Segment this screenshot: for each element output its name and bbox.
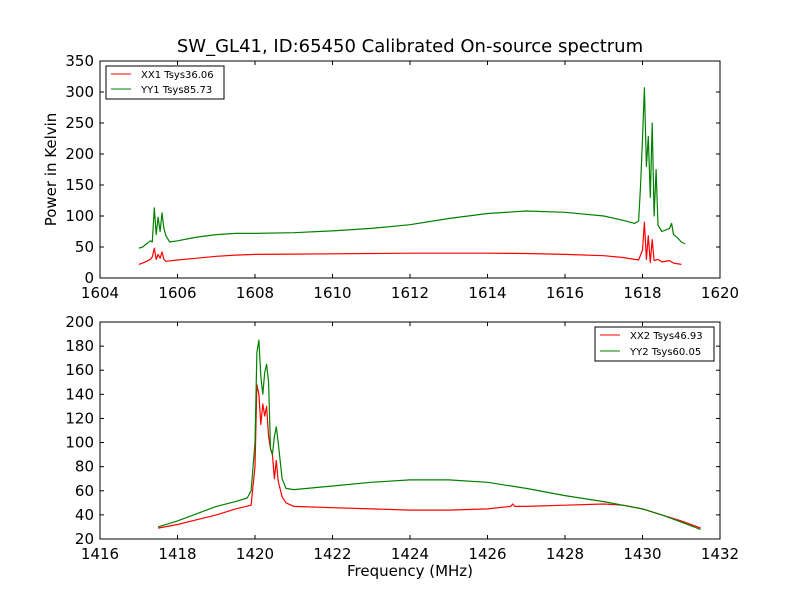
top-legend-label-yy1: YY1 Tsys85.73 xyxy=(140,85,212,96)
y-tick-label: 150 xyxy=(65,176,94,194)
y-tick-label: 200 xyxy=(65,145,94,163)
y-tick-label: 160 xyxy=(65,361,94,379)
y-tick-label: 350 xyxy=(65,52,94,70)
series-line-xx1 xyxy=(138,221,682,265)
top-y-axis-label: Power in Kelvin xyxy=(42,113,60,227)
bottom-x-axis-label: Frequency (MHz) xyxy=(347,562,473,580)
x-tick-label: 1428 xyxy=(546,545,584,563)
top-panel-series xyxy=(138,87,686,265)
bottom-panel-ticks: 1416 1418 1420 1422 1424 1426 1428 1430 1432 20 40… xyxy=(65,313,739,563)
top-panel: 1604 1606 1608 1610 1612 1614 1616 1618 1620 0 50 1… xyxy=(42,52,739,302)
x-tick-label: 1620 xyxy=(701,284,739,302)
chart-title: SW_GL41, ID:65450 Calibrated On-source s… xyxy=(177,36,643,57)
x-tick-label: 1426 xyxy=(468,545,506,563)
x-tick-label: 1612 xyxy=(391,284,429,302)
x-tick-label: 1610 xyxy=(313,284,351,302)
x-tick-label: 1430 xyxy=(623,545,661,563)
x-tick-label: 1604 xyxy=(81,284,119,302)
x-tick-label: 1422 xyxy=(313,545,351,563)
bottom-legend-label-xx2: XX2 Tsys46.93 xyxy=(630,331,703,342)
top-panel-ticks: 1604 1606 1608 1610 1612 1614 1616 1618 1620 0 50 1… xyxy=(65,52,739,302)
y-tick-label: 40 xyxy=(75,506,94,524)
y-tick-label: 20 xyxy=(75,530,94,548)
top-panel-frame xyxy=(99,60,721,279)
x-tick-label: 1418 xyxy=(158,545,196,563)
y-tick-label: 120 xyxy=(65,409,94,427)
x-tick-label: 1424 xyxy=(391,545,429,563)
x-tick-label: 1420 xyxy=(236,545,274,563)
top-legend-box xyxy=(105,65,225,100)
series-line-yy2 xyxy=(157,339,701,530)
top-legend: XX1 Tsys36.06 YY1 Tsys85.73 xyxy=(105,65,225,100)
bottom-legend-label-yy2: YY2 Tsys60.05 xyxy=(629,347,701,358)
series-line-xx2 xyxy=(157,384,701,529)
x-tick-label: 1616 xyxy=(546,284,584,302)
y-tick-label: 50 xyxy=(75,238,94,256)
y-tick-label: 100 xyxy=(65,434,94,452)
bottom-panel: 1416 1418 1420 1422 1424 1426 1428 1430 1432 20 40… xyxy=(65,313,739,580)
bottom-panel-frame xyxy=(99,321,721,540)
x-tick-label: 1614 xyxy=(468,284,506,302)
x-tick-label: 1416 xyxy=(81,545,119,563)
x-tick-label: 1618 xyxy=(623,284,661,302)
y-tick-label: 300 xyxy=(65,83,94,101)
y-tick-label: 180 xyxy=(65,337,94,355)
y-tick-label: 140 xyxy=(65,385,94,403)
bottom-legend: XX2 Tsys46.93 YY2 Tsys60.05 xyxy=(594,326,715,362)
y-tick-label: 60 xyxy=(75,482,94,500)
x-tick-label: 1608 xyxy=(236,284,274,302)
top-legend-label-xx1: XX1 Tsys36.06 xyxy=(141,70,214,81)
series-line-yy1 xyxy=(138,87,686,249)
y-tick-label: 100 xyxy=(65,207,94,225)
x-tick-label: 1606 xyxy=(158,284,196,302)
y-tick-label: 250 xyxy=(65,114,94,132)
bottom-panel-series xyxy=(157,339,701,530)
bottom-legend-box xyxy=(594,326,715,362)
y-tick-label: 80 xyxy=(75,458,94,476)
y-tick-label: 200 xyxy=(65,313,94,331)
y-tick-label: 0 xyxy=(84,269,94,287)
x-tick-label: 1432 xyxy=(701,545,739,563)
